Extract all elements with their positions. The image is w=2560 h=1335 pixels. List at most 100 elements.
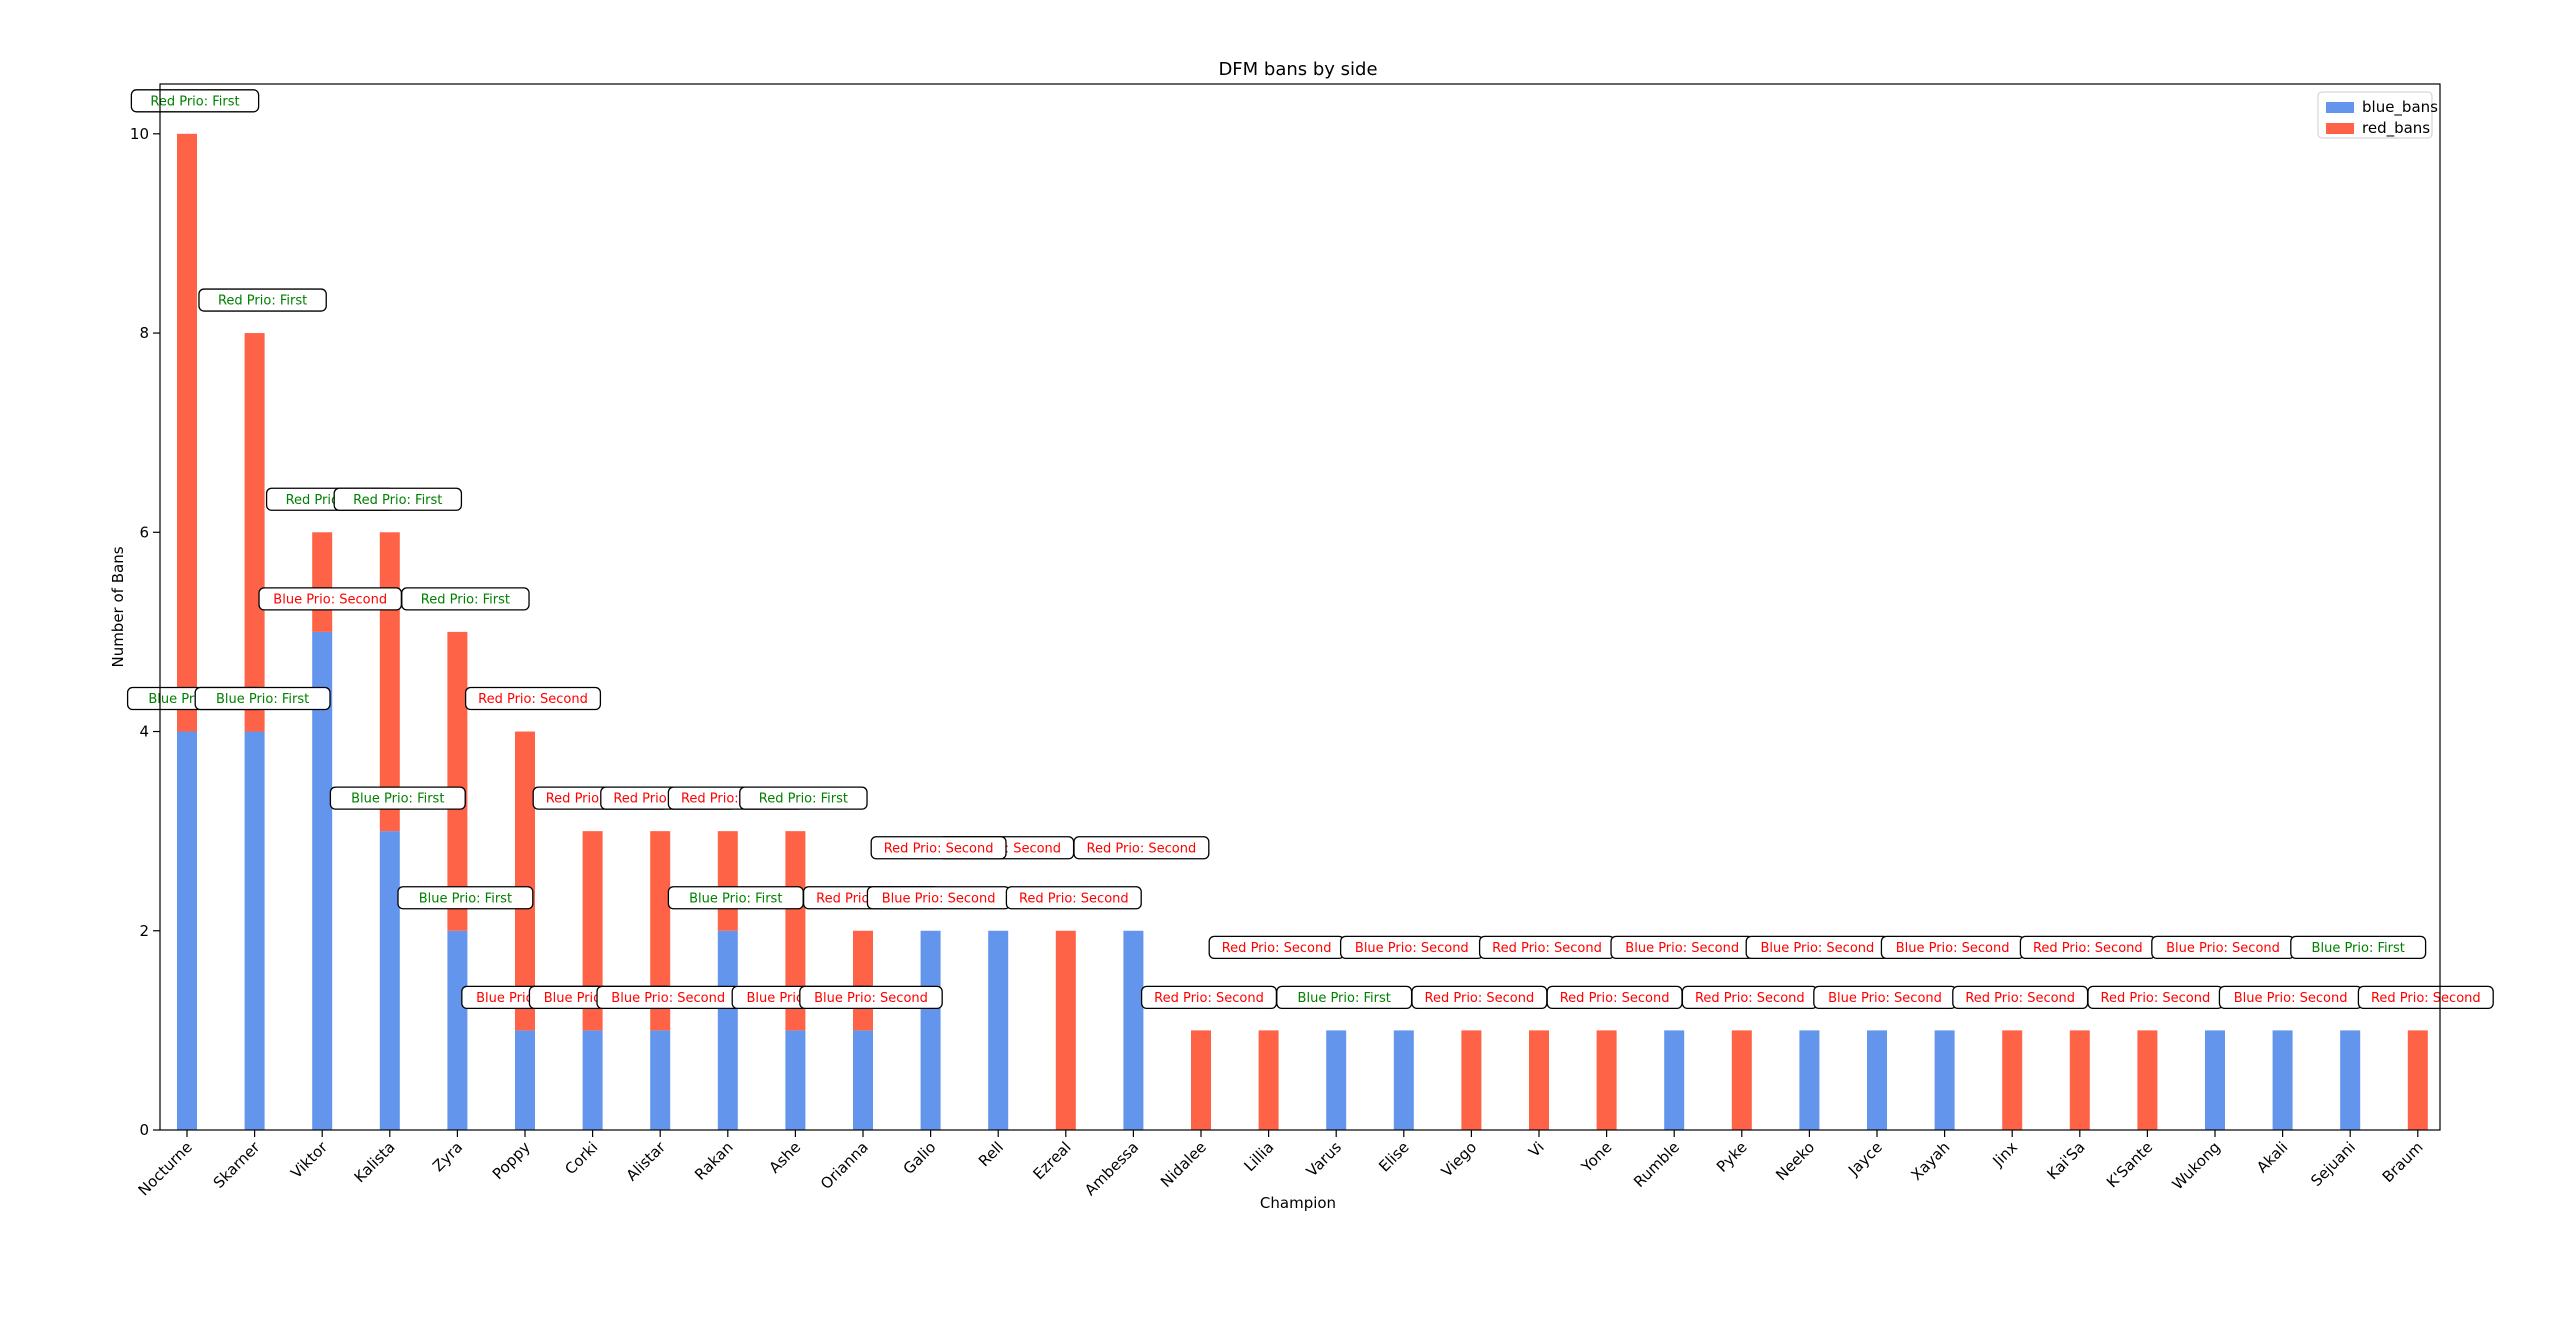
x-tick-label: Nidalee: [1157, 1138, 1210, 1191]
annotation-box: [2357, 985, 2494, 1010]
red-prio-annotation: Red Prio: Second: [1952, 985, 2089, 1010]
annotation-text: Blue Prio: Second: [1828, 991, 1942, 1006]
x-tick-label: Rumble: [1630, 1138, 1683, 1191]
x-tick-label: Ambessa: [1081, 1138, 1142, 1199]
annotation-text: Red Prio: Second: [1019, 891, 1129, 906]
annotation-box: [130, 89, 260, 113]
bar-blue-bans: [717, 930, 738, 1130]
annotation-box: [333, 487, 463, 511]
y-tick-label: 6: [139, 523, 149, 541]
annotation-text: Red Prio: First: [218, 294, 307, 309]
blue-prio-annotation: Blue Prio: First: [194, 686, 331, 711]
y-tick-label: 10: [130, 125, 149, 143]
bar-red-bans: [1731, 1030, 1752, 1130]
y-tick-label: 2: [139, 922, 149, 940]
x-tick-label: Akali: [2253, 1138, 2291, 1176]
bar-blue-bans: [2205, 1030, 2225, 1130]
x-tick-label: Kalista: [351, 1138, 399, 1186]
annotation-text: Blue Prio: Second: [1896, 941, 2010, 956]
plot-frame: [159, 83, 2441, 1131]
annotation-text: Blue Prio: Second: [882, 891, 996, 906]
annotation-text: Blue Prio: Second: [611, 991, 725, 1006]
annotation-text: Red Prio: Second: [884, 841, 994, 856]
bars-layer: [177, 133, 2428, 1130]
annotation-text: Blue Prio: Second: [1355, 941, 1469, 956]
x-tick-label: Jayce: [1844, 1138, 1886, 1180]
x-tick-label: Orianna: [817, 1138, 872, 1193]
bar-blue-bans: [1326, 1030, 1347, 1130]
annotation-text: Red Prio: Second: [1695, 991, 1805, 1006]
bar-red-bans: [244, 333, 265, 732]
blue-prio-annotation: Blue Prio: Second: [1813, 985, 1957, 1010]
x-tick-label: Wukong: [2169, 1138, 2224, 1193]
annotation-text: Blue Prio: Second: [2234, 991, 2348, 1006]
bar-red-bans: [785, 831, 806, 1031]
bar-blue-bans: [244, 731, 265, 1130]
bar-blue-bans: [650, 1030, 671, 1130]
bar-blue-bans: [177, 731, 197, 1130]
blue-prio-annotation: Blue Prio: First: [329, 786, 466, 810]
x-tick-label: Jinx: [1989, 1138, 2022, 1171]
bar-red-bans: [2137, 1030, 2158, 1130]
x-tick-label: Yone: [1577, 1138, 1615, 1176]
annotation-text: Blue Prio: First: [1298, 991, 1391, 1006]
x-tick-label: Vi: [1525, 1138, 1548, 1161]
legend-swatch: [2326, 123, 2354, 134]
x-tick-label: Braum: [2379, 1138, 2427, 1186]
red-prio-annotation: Red Prio: Second: [2087, 985, 2224, 1010]
x-tick-label: K'Sante: [2103, 1138, 2156, 1191]
bar-red-bans: [717, 831, 738, 931]
annotation-text: Red Prio: Second: [1154, 991, 1264, 1006]
annotation-box: [1073, 836, 1210, 860]
x-tick-label: Nocturne: [135, 1138, 196, 1199]
x-tick-label: Viego: [1438, 1138, 1480, 1180]
x-tick-label: Ezreal: [1030, 1138, 1075, 1183]
bar-red-bans: [1258, 1030, 1279, 1130]
bar-red-bans: [2407, 1030, 2428, 1130]
annotation-text: Blue Prio: First: [216, 692, 309, 707]
annotation-text: Red Prio: Second: [1560, 991, 1670, 1006]
legend-swatch: [2326, 102, 2354, 113]
annotation-text: Red Prio: First: [421, 592, 510, 607]
bar-blue-bans: [2340, 1030, 2361, 1130]
bar-red-bans: [515, 731, 535, 1031]
x-tick-label: Corki: [561, 1138, 601, 1178]
bar-blue-bans: [920, 930, 941, 1130]
annotation-text: Red Prio: Second: [2033, 941, 2143, 956]
bar-blue-bans: [988, 930, 1009, 1130]
annotation-box: [739, 786, 868, 810]
blue-prio-annotation: Blue Prio: Second: [799, 985, 943, 1010]
red-prio-annotation: Red Prio: First: [739, 786, 868, 810]
side-prio-annotation: Red Prio: Second: [870, 836, 1007, 860]
annotation-box: [401, 587, 530, 611]
annotation-box: [870, 836, 1007, 860]
blue-prio-annotation: Blue Prio: Second: [2218, 985, 2363, 1010]
red-prio-annotation: Red Prio: First: [401, 587, 530, 611]
bar-blue-bans: [312, 631, 333, 1130]
side-prio-annotation: Blue Prio: First: [2290, 935, 2427, 960]
bar-red-bans: [1529, 1030, 1549, 1130]
y-axis-title: Number of Bans: [109, 546, 127, 667]
bar-blue-bans: [1123, 930, 1144, 1130]
x-tick-label: Ashe: [765, 1138, 804, 1177]
x-tick-label: Poppy: [489, 1138, 534, 1183]
y-tick-label: 8: [139, 324, 149, 342]
annotation-box: [198, 288, 327, 312]
annotation-text: Red Prio: First: [150, 94, 239, 109]
annotation-text: Red Prio: Second: [2371, 991, 2481, 1006]
side-prio-annotation: Red Prio: Second: [1478, 935, 1616, 960]
annotation-box: [1005, 886, 1142, 910]
annotations-layer: Red Prio: First Blue Prio: First Red Prio:…: [126, 89, 2494, 1010]
legend-label: red_bans: [2362, 119, 2430, 138]
annotation-box: [464, 686, 602, 711]
bar-blue-bans: [785, 1030, 806, 1130]
blue-prio-annotation: Blue Prio: Second: [258, 587, 403, 611]
bar-blue-bans: [1799, 1030, 1820, 1130]
blue-prio-annotation: Blue Prio: Second: [866, 886, 1011, 910]
blue-prio-annotation: Blue Prio: First: [397, 886, 534, 910]
annotation-text: Red Prio: Second: [1222, 941, 1332, 956]
bar-blue-bans: [447, 930, 468, 1130]
bar-red-bans: [447, 631, 468, 931]
annotation-text: Blue Prio: Second: [2166, 941, 2280, 956]
